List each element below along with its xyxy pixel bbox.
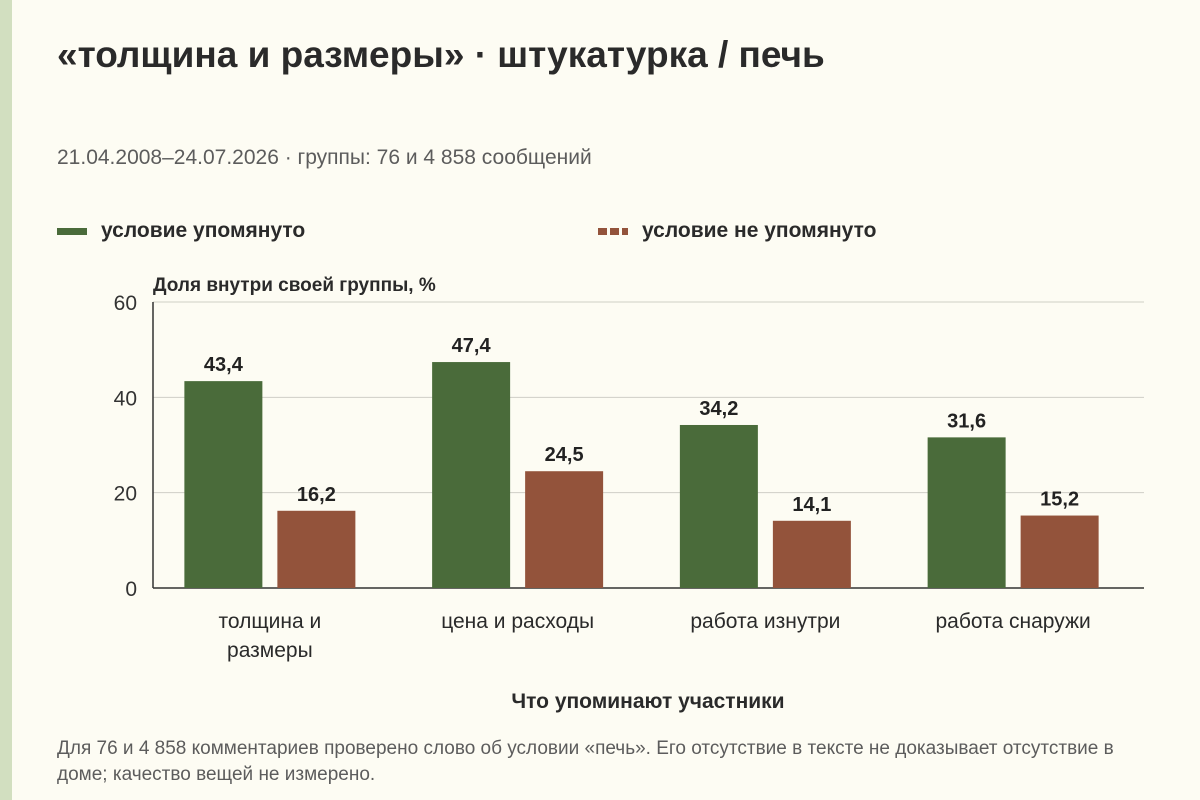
bar-mentioned [927,437,1006,588]
legend-label-mentioned: условие упомянуто [101,219,306,242]
x-tick-label: размеры [227,639,313,662]
data-label: 15,2 [1040,489,1079,511]
data-label: 43,4 [204,354,244,376]
data-label: 24,5 [545,444,584,466]
legend-item-not-mentioned: условие не упомянуто [598,219,876,243]
bar-not-mentioned [772,520,851,588]
legend-label-not-mentioned: условие не упомянуто [642,219,877,242]
legend-swatch-not-mentioned [598,227,628,235]
data-label: 34,2 [699,398,738,420]
x-tick-label: работа снаружи [936,610,1091,633]
data-label: 31,6 [947,410,986,432]
footnote: Для 76 и 4 858 комментариев проверено сл… [57,738,1114,785]
chart-subtitle: 21.04.2008–24.07.2026 · группы: 76 и 4 8… [57,146,592,169]
chart-title: «толщина и размеры» · штукатурка / печь [57,34,825,75]
bar-not-mentioned [1020,515,1099,588]
bar-mentioned [679,424,758,588]
y-tick-label: 60 [114,292,137,315]
y-tick-label: 20 [114,483,137,506]
y-tick-label: 40 [114,387,137,410]
x-tick-label: толщина и [219,610,322,633]
y-axis-label: Доля внутри своей группы, % [153,275,436,296]
x-tick-label: цена и расходы [441,610,594,633]
y-tick-label: 0 [125,578,137,601]
bar-mentioned [184,381,263,588]
data-label: 47,4 [452,335,492,357]
x-tick-label: работа изнутри [690,610,840,633]
legend-swatch-mentioned [57,227,87,235]
data-label: 16,2 [297,484,336,506]
legend-item-mentioned: условие упомянуто [57,219,305,243]
x-axis-label: Что упоминают участники [511,690,784,713]
side-stripe [0,0,12,800]
bar-mentioned [432,362,511,588]
bar-not-mentioned [525,471,604,588]
data-label: 14,1 [792,494,831,516]
bar-not-mentioned [277,510,356,588]
